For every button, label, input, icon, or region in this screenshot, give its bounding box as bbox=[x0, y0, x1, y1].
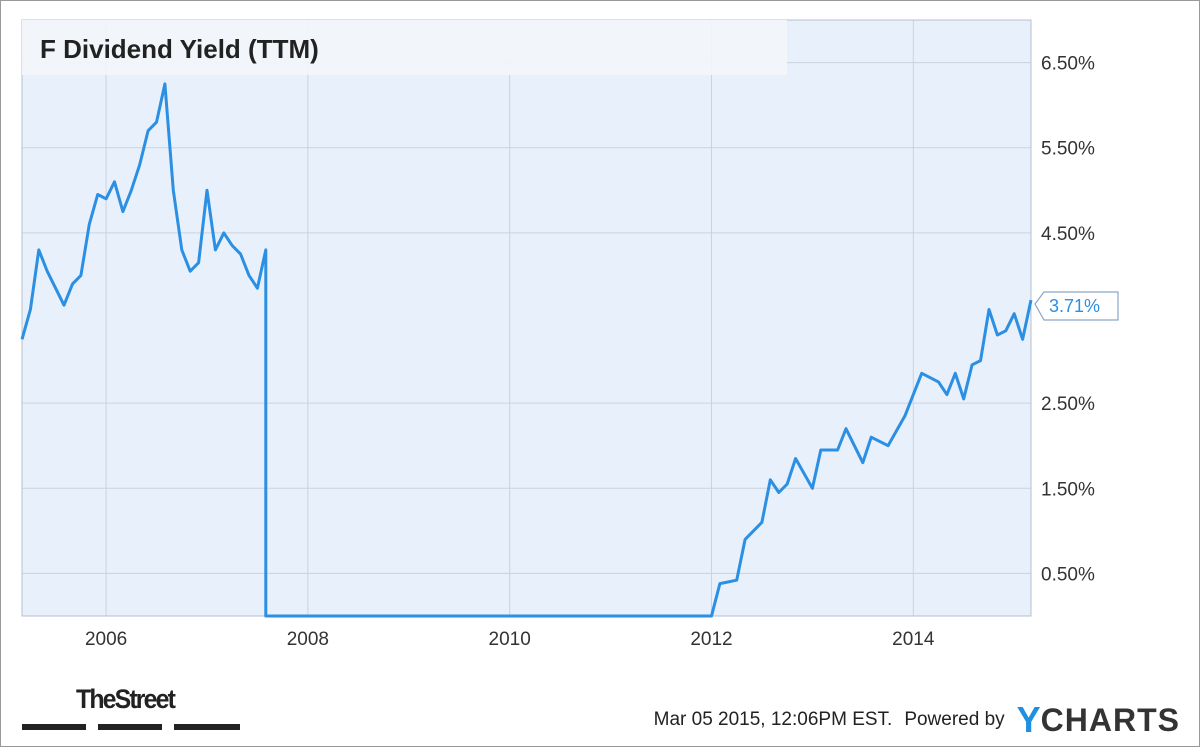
x-axis-ticks: 2006 2008 2010 2012 2014 bbox=[85, 629, 935, 650]
x-tick-label: 2010 bbox=[489, 629, 531, 650]
y-tick-label: 0.50% bbox=[1041, 564, 1095, 585]
thestreet-wordmark: TheStreet bbox=[76, 684, 176, 714]
x-tick-label: 2012 bbox=[690, 629, 732, 650]
logo-bar bbox=[174, 724, 240, 730]
chart-title-box: F Dividend Yield (TTM) bbox=[22, 20, 787, 75]
chart-title: F Dividend Yield (TTM) bbox=[40, 34, 319, 64]
x-tick-label: 2014 bbox=[892, 629, 935, 650]
y-tick-label: 4.50% bbox=[1041, 224, 1095, 245]
ycharts-wordmark: CHARTS bbox=[1040, 702, 1180, 738]
powered-by-label: Powered by bbox=[904, 709, 1005, 730]
y-axis-ticks: 0.50% 1.50% 2.50% 4.50% 5.50% 6.50% bbox=[1041, 54, 1095, 586]
ycharts-y-mark: Y bbox=[1016, 699, 1041, 740]
ycharts-logo[interactable]: Y CHARTS bbox=[1017, 702, 1180, 738]
y-tick-label: 5.50% bbox=[1041, 139, 1095, 160]
thestreet-logo: TheStreet bbox=[22, 684, 242, 734]
timestamp: Mar 05 2015, 12:06PM EST. bbox=[653, 709, 893, 730]
y-tick-label: 1.50% bbox=[1041, 479, 1095, 500]
series-line bbox=[20, 82, 1033, 618]
footer-credits: Mar 05 2015, 12:06PM EST. Powered by Y C… bbox=[654, 700, 1180, 740]
last-value-label: 3.71% bbox=[1049, 296, 1100, 316]
plot-area bbox=[22, 20, 1031, 616]
logo-bar bbox=[22, 724, 86, 730]
logo-bar bbox=[98, 724, 162, 730]
series-lines bbox=[20, 82, 1033, 618]
y-tick-label: 6.50% bbox=[1041, 54, 1095, 75]
x-tick-label: 2006 bbox=[85, 629, 127, 650]
last-value-callout: 3.71% bbox=[1034, 291, 1119, 321]
x-tick-label: 2008 bbox=[287, 629, 329, 650]
y-tick-label: 2.50% bbox=[1041, 394, 1095, 415]
